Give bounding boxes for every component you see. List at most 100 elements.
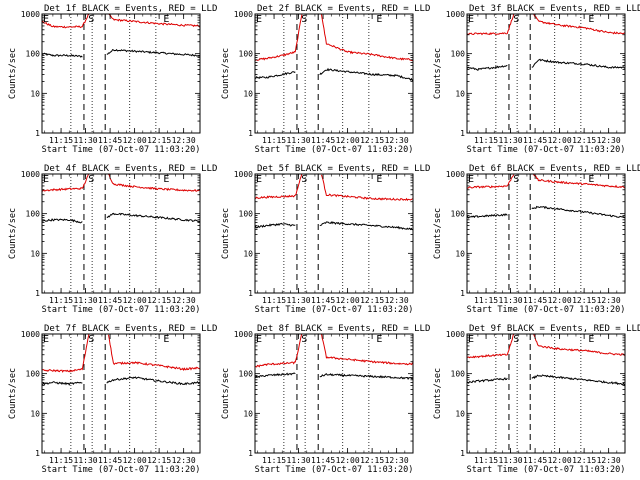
y-tick-label: 1000 [234, 330, 253, 339]
plot-frame [41, 173, 201, 294]
x-tick-label: 11:45 [311, 296, 335, 305]
marker-e-label: E [588, 174, 594, 185]
marker-e-label: E [163, 14, 169, 25]
marker-e-label: E [43, 334, 49, 345]
x-tick-label: 12:30 [385, 296, 409, 305]
y-tick-label: 1000 [21, 10, 40, 19]
panel-title: Det 5f BLACK = Events, RED = LLD [257, 164, 430, 174]
y-tick-label: 100 [26, 50, 41, 59]
panel-8: Det 8f BLACK = Events, RED = LLD 1 10 100 10… [221, 324, 430, 475]
x-tick-label: 12:30 [172, 136, 196, 145]
y-tick-label: 100 [239, 370, 254, 379]
x-tick-label: 12:30 [172, 296, 196, 305]
y-axis-label: Counts/sec [8, 368, 18, 419]
y-tick-label: 1 [35, 289, 40, 298]
series-lld-line [467, 14, 625, 36]
marker-e-label: E [43, 14, 49, 25]
y-axis-label: Counts/sec [8, 48, 18, 99]
marker-e-label: E [588, 14, 594, 25]
series-events-line [255, 67, 413, 82]
x-axis-label: Start Time (07-Oct-07 11:03:20) [467, 145, 626, 155]
y-tick-label: 100 [239, 210, 254, 219]
y-axis-label: Counts/sec [433, 48, 443, 99]
marker-s-label: S [88, 334, 94, 345]
plot-frame [254, 173, 414, 294]
series-events-line [467, 205, 625, 219]
x-tick-label: 12:00 [548, 296, 572, 305]
panel-6: Det 6f BLACK = Events, RED = LLD 1 10 100 10… [433, 164, 640, 315]
y-tick-label: 10 [30, 409, 40, 418]
panel-title: Det 2f BLACK = Events, RED = LLD [257, 4, 430, 14]
y-tick-label: 10 [30, 249, 40, 258]
x-axis-label: Start Time (07-Oct-07 11:03:20) [42, 145, 201, 155]
x-tick-label: 12:15 [147, 456, 171, 465]
marker-s-label: S [88, 174, 94, 185]
series-lld-line [42, 174, 200, 192]
marker-e-label: E [256, 14, 262, 25]
series-lld-line [467, 334, 625, 359]
panel-title: Det 7f BLACK = Events, RED = LLD [44, 324, 217, 334]
y-tick-label: 100 [26, 210, 41, 219]
panel-title: Det 9f BLACK = Events, RED = LLD [469, 324, 640, 334]
x-tick-label: 12:30 [172, 456, 196, 465]
series-lld-line [255, 334, 413, 368]
x-tick-label: 11:30 [74, 136, 98, 145]
panel-3: Det 3f BLACK = Events, RED = LLD 1 10 100 10… [433, 4, 640, 155]
x-tick-label: 11:15 [474, 456, 498, 465]
x-tick-label: 11:45 [523, 296, 547, 305]
panel-9: Det 9f BLACK = Events, RED = LLD 1 10 100 10… [433, 324, 640, 475]
series-events-line [255, 221, 413, 231]
marker-e-label: E [468, 174, 474, 185]
x-tick-label: 12:00 [123, 296, 147, 305]
y-tick-label: 10 [243, 409, 253, 418]
y-tick-label: 10 [455, 89, 465, 98]
x-tick-label: 11:30 [499, 136, 523, 145]
marker-s-label: S [513, 14, 519, 25]
x-axis-label: Start Time (07-Oct-07 11:03:20) [42, 465, 201, 475]
x-tick-label: 12:30 [385, 456, 409, 465]
plot-frame [41, 333, 201, 454]
x-tick-label: 11:30 [287, 136, 311, 145]
x-tick-label: 11:30 [287, 456, 311, 465]
x-tick-label: 12:15 [572, 456, 596, 465]
plot-frame [254, 333, 414, 454]
y-tick-label: 1 [35, 129, 40, 138]
y-tick-label: 10 [243, 249, 253, 258]
x-tick-label: 12:30 [597, 136, 621, 145]
y-tick-label: 1000 [234, 10, 253, 19]
x-tick-label: 11:45 [98, 456, 122, 465]
x-tick-label: 12:00 [123, 136, 147, 145]
x-tick-label: 12:00 [548, 456, 572, 465]
y-tick-label: 1 [460, 289, 465, 298]
y-axis-label: Counts/sec [221, 208, 231, 259]
marker-s-label: S [513, 174, 519, 185]
x-tick-label: 11:15 [474, 296, 498, 305]
y-tick-label: 1 [248, 289, 253, 298]
y-axis-label: Counts/sec [433, 368, 443, 419]
series-events-line [255, 372, 413, 381]
x-axis-label: Start Time (07-Oct-07 11:03:20) [255, 465, 414, 475]
marker-s-label: S [88, 14, 94, 25]
y-tick-label: 1 [35, 449, 40, 458]
x-tick-label: 12:30 [597, 456, 621, 465]
x-tick-label: 11:30 [499, 296, 523, 305]
x-tick-label: 12:15 [360, 296, 384, 305]
y-tick-label: 100 [451, 210, 466, 219]
y-axis-label: Counts/sec [221, 368, 231, 419]
marker-e-label: E [468, 334, 474, 345]
y-tick-label: 1000 [446, 170, 465, 179]
x-tick-label: 12:15 [147, 296, 171, 305]
x-tick-label: 12:15 [572, 136, 596, 145]
marker-s-label: S [301, 174, 307, 185]
series-lld-line [42, 334, 200, 373]
y-tick-label: 1000 [21, 170, 40, 179]
marker-e-label: E [256, 174, 262, 185]
marker-s-label: S [513, 334, 519, 345]
x-tick-label: 11:45 [523, 456, 547, 465]
series-lld-line [467, 174, 625, 189]
series-events-line [42, 212, 200, 224]
marker-e-label: E [376, 334, 382, 345]
y-tick-label: 100 [451, 50, 466, 59]
x-tick-label: 12:30 [597, 296, 621, 305]
marker-e-label: E [588, 334, 594, 345]
